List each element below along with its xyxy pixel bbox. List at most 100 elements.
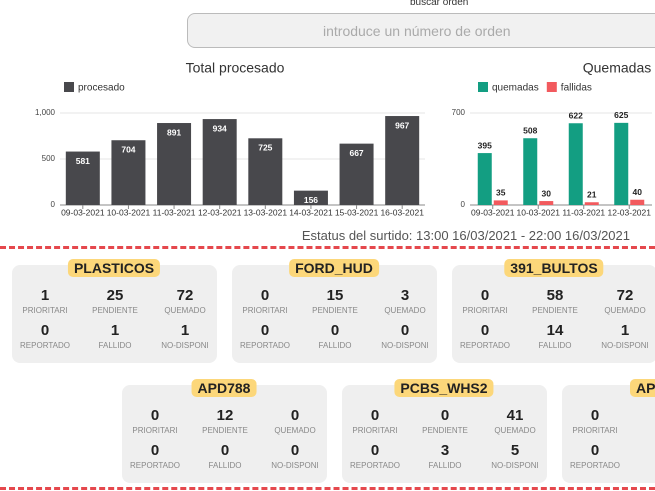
bar <box>157 123 192 205</box>
bar <box>111 140 146 205</box>
search-placeholder: introduce un número de orden <box>323 23 511 39</box>
metric-label: FALLIDO <box>318 341 352 350</box>
bar <box>614 122 629 205</box>
legend-swatch <box>64 82 74 92</box>
card-title: FORD_HUD <box>289 259 379 277</box>
metric-value: 72 <box>616 287 634 304</box>
metric-label: REPORTADO <box>20 341 70 350</box>
bar <box>568 123 583 205</box>
status-card: PLASTICOS 1 PRIORITARI 25 PENDIENTE 72 QUEMADO… <box>12 259 217 363</box>
status-card: FORD_HUD 0 PRIORITARI 15 PENDIENTE 3 QUEMADO 0 R… <box>232 259 437 363</box>
metric-label: PENDIENTE <box>422 426 468 435</box>
bar <box>523 138 538 205</box>
x-tick-label: 16-03-2021 <box>380 207 424 217</box>
metric-value: 41 <box>506 407 524 424</box>
metric-value: 12 <box>216 407 234 424</box>
metric-value: 1 <box>110 322 120 339</box>
metric-label: PRIORITARI <box>352 426 398 435</box>
metric-value: 72 <box>176 287 194 304</box>
legend-label: quemadas <box>492 83 539 94</box>
metric-label: NO-DISPONI <box>601 341 649 350</box>
bar <box>248 138 283 205</box>
metric-value: 15 <box>326 287 344 304</box>
y-tick-label: 0 <box>51 200 56 209</box>
bar <box>293 190 328 205</box>
metric-label: QUEMADO <box>494 426 536 435</box>
metric-label: NO-DISPONI <box>271 461 319 470</box>
x-tick-label: 14-03-2021 <box>289 207 333 217</box>
legend-swatch <box>478 82 488 92</box>
metric-value: 1 <box>180 322 190 339</box>
metric-label: REPORTADO <box>350 461 400 470</box>
card-title: PLASTICOS <box>67 259 161 277</box>
search-input[interactable]: introduce un número de orden <box>187 13 655 48</box>
x-tick-label: 10-03-2021 <box>107 207 151 217</box>
metric-label: PRIORITARI <box>22 306 68 315</box>
metric-value: 3 <box>440 442 450 459</box>
metric-value: 0 <box>290 442 300 459</box>
metric-value: 0 <box>590 407 600 424</box>
metric-label: REPORTADO <box>570 461 620 470</box>
value-label: 967 <box>395 120 409 130</box>
metric-value: 0 <box>400 322 410 339</box>
value-label: 891 <box>167 127 181 137</box>
metric-value: 0 <box>290 407 300 424</box>
x-tick-label: 15-03-2021 <box>335 207 379 217</box>
metric-value: 3 <box>400 287 410 304</box>
search-label: buscar orden <box>410 0 469 8</box>
metric-label: QUEMADO <box>384 306 426 315</box>
metric-value: 58 <box>546 287 564 304</box>
y-tick-label: 500 <box>42 154 56 163</box>
value-label: 622 <box>569 111 583 121</box>
metric-label: PENDIENTE <box>532 306 578 315</box>
value-label: 725 <box>258 143 272 153</box>
bar <box>202 119 237 205</box>
x-tick-label: 13-03-2021 <box>244 207 288 217</box>
metric-value: 14 <box>546 322 564 339</box>
metric-value: 0 <box>220 442 230 459</box>
status-card: AP 0 PRIORITARI 0 REPORTADO <box>562 379 655 483</box>
value-label: 40 <box>633 187 643 197</box>
status-card: APD788 0 PRIORITARI 12 PENDIENTE 0 QUEMADO 0 REP… <box>122 379 327 483</box>
metric-label: QUEMADO <box>164 306 206 315</box>
metric-label: FALLIDO <box>208 461 242 470</box>
legend-label: fallidas <box>561 83 592 94</box>
y-tick-label: 700 <box>452 108 466 117</box>
separator <box>0 487 655 490</box>
bar <box>539 201 554 205</box>
metric-label: REPORTADO <box>460 341 510 350</box>
metric-value: 0 <box>370 442 380 459</box>
x-tick-label: 11-03-2021 <box>562 207 605 217</box>
chart-title: Quemadas <box>583 60 651 76</box>
metric-label: QUEMADO <box>274 426 316 435</box>
metric-label: NO-DISPONI <box>381 341 429 350</box>
metric-label: REPORTADO <box>130 461 180 470</box>
bar <box>339 143 374 205</box>
metric-label: REPORTADO <box>240 341 290 350</box>
status-text: Estatus del surtido: 13:00 16/03/2021 - … <box>301 228 630 243</box>
value-label: 625 <box>614 110 628 120</box>
bar <box>385 116 420 205</box>
value-label: 395 <box>478 140 492 150</box>
metric-value: 1 <box>620 322 630 339</box>
legend-label: procesado <box>78 83 125 94</box>
value-label: 704 <box>121 144 135 154</box>
metric-value: 0 <box>150 442 160 459</box>
x-tick-label: 12-03-2021 <box>198 207 242 217</box>
status-card: PCBS_WHS2 0 PRIORITARI 0 PENDIENTE 41 QUEMADO 0… <box>342 379 547 483</box>
card-title: PCBS_WHS2 <box>394 379 494 397</box>
separator <box>0 246 655 249</box>
bar <box>477 153 492 205</box>
x-tick-label: 10-03-2021 <box>517 207 561 217</box>
y-tick-label: 0 <box>461 200 466 209</box>
metric-value: 0 <box>330 322 340 339</box>
value-label: 508 <box>523 125 537 135</box>
metric-value: 0 <box>590 442 600 459</box>
x-tick-label: 09-03-2021 <box>61 207 105 217</box>
metric-value: 1 <box>40 287 50 304</box>
value-label: 667 <box>349 148 363 158</box>
bar <box>630 199 645 205</box>
bar <box>65 151 100 205</box>
charts: Total procesado procesado 0 500 1,000 09-03-2… <box>35 60 652 217</box>
